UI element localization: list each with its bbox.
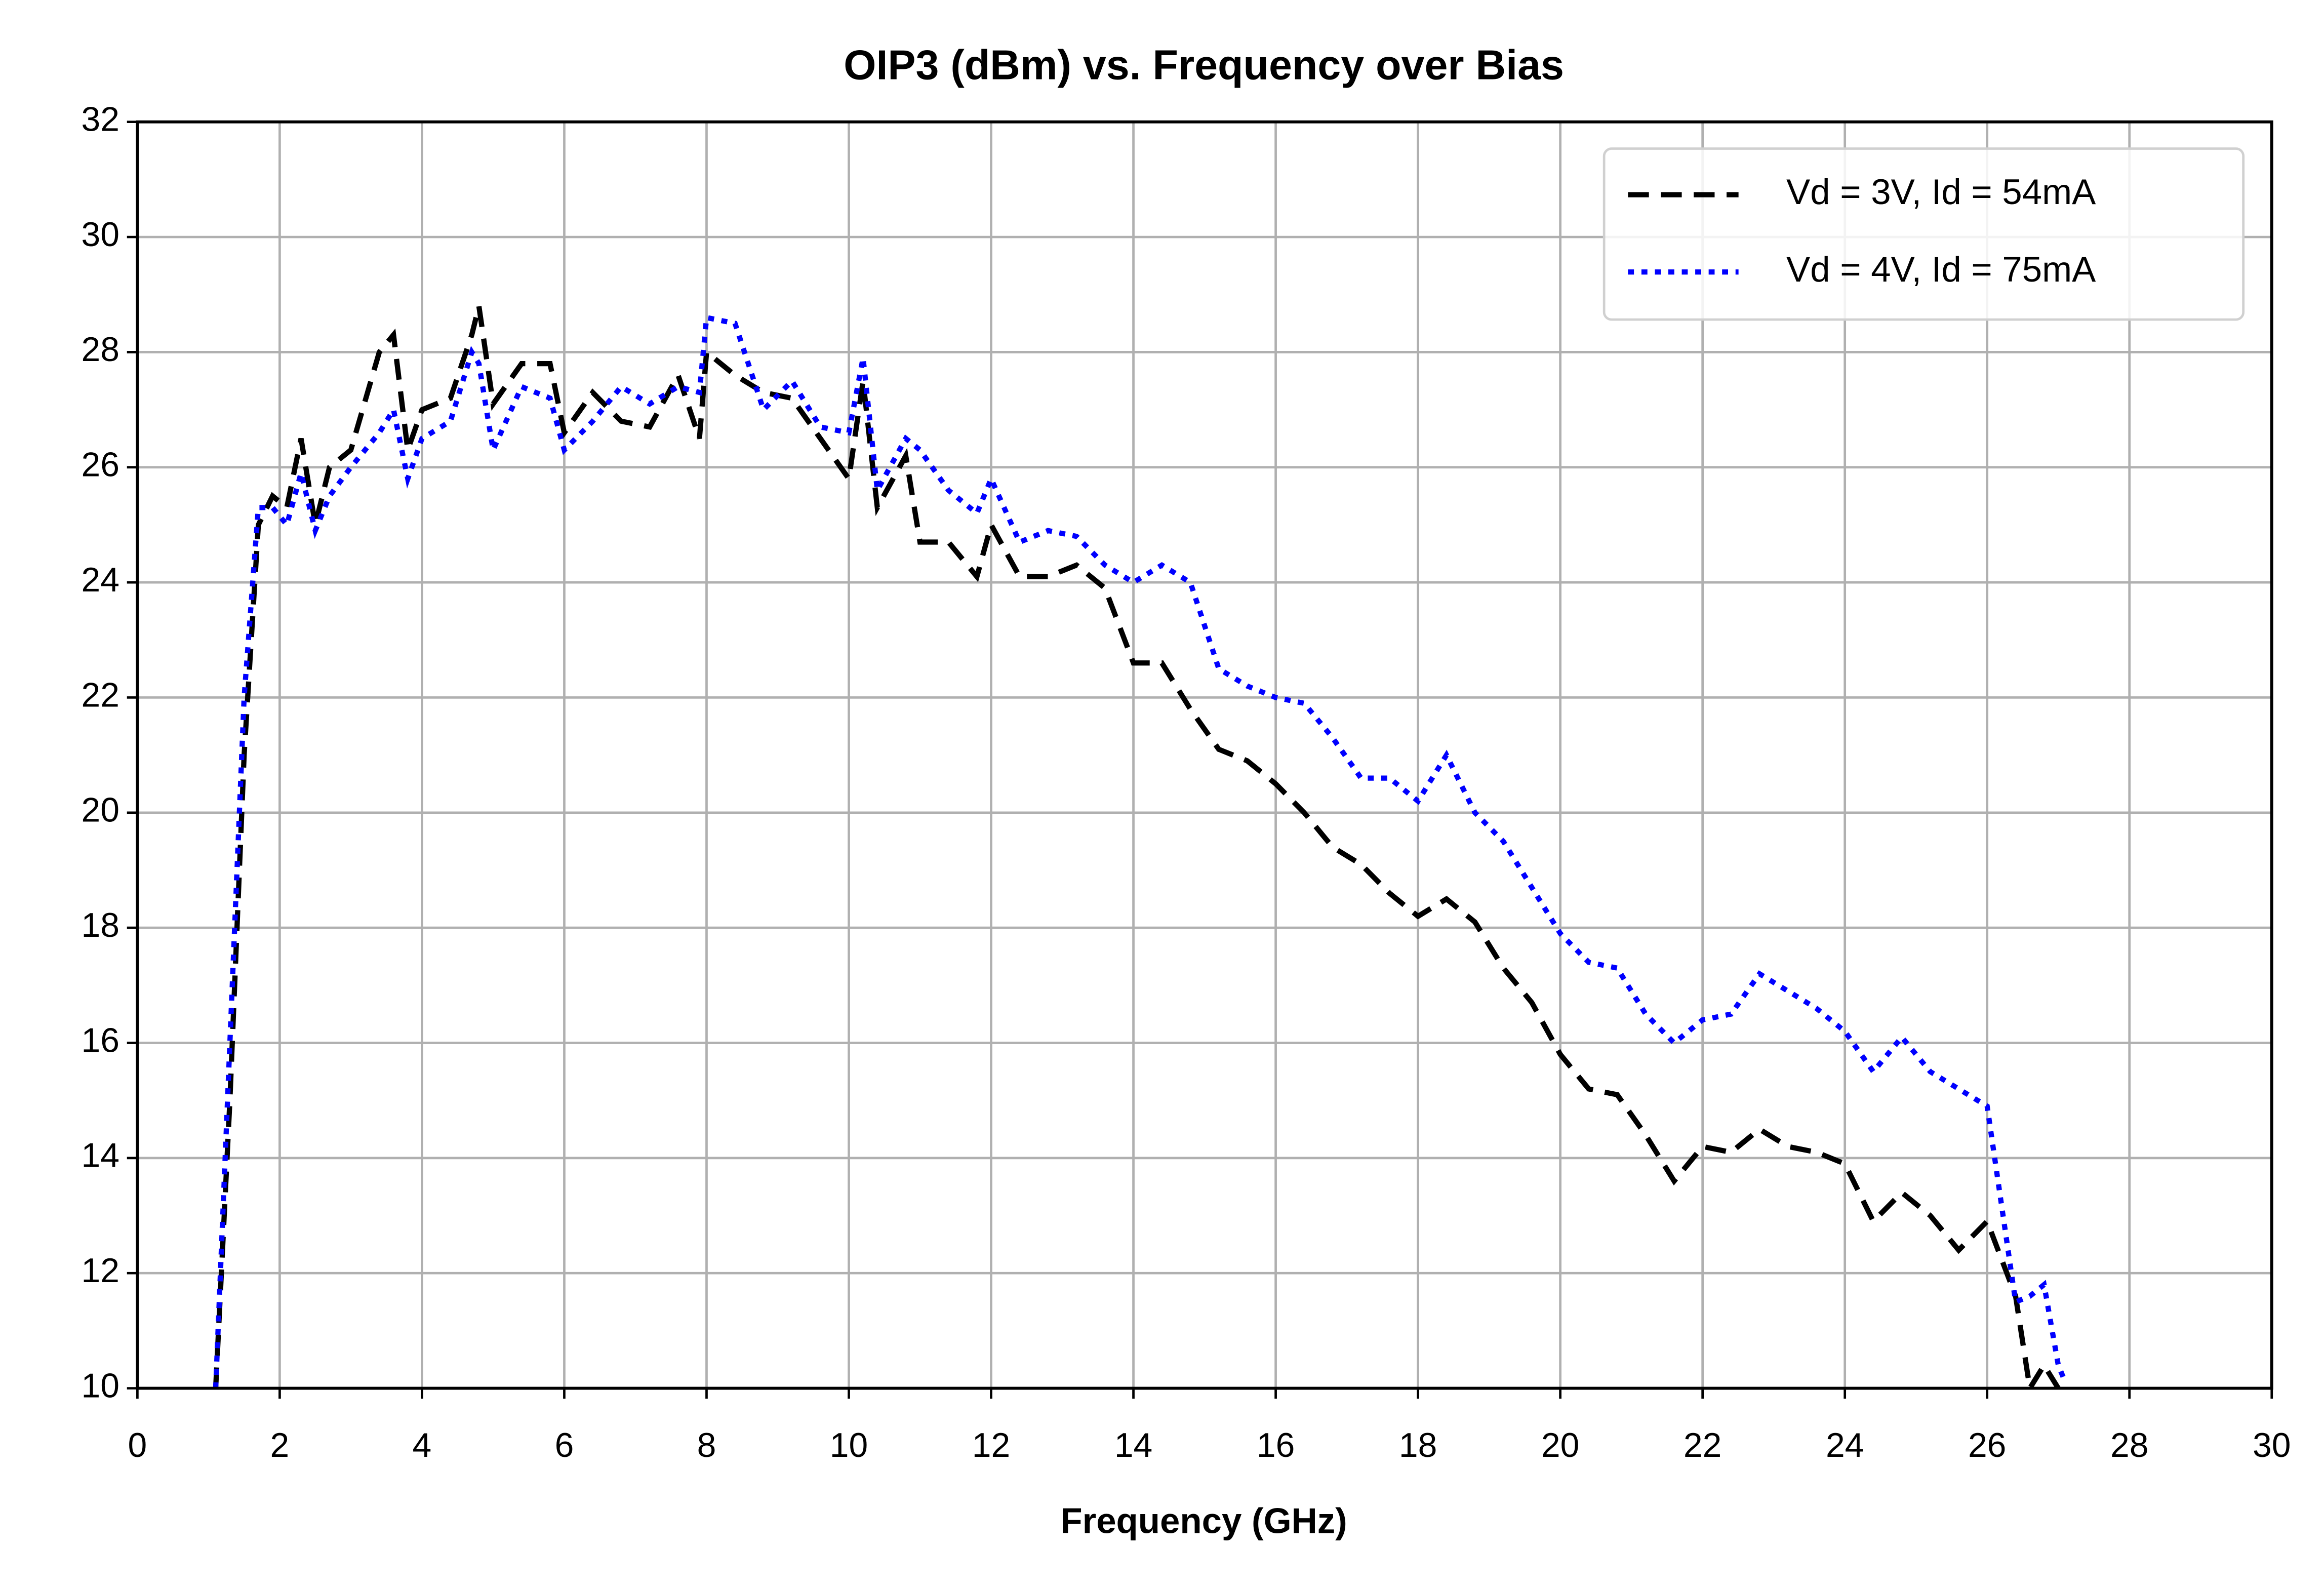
x-tick-label: 24	[1826, 1426, 1864, 1464]
x-tick-label: 20	[1541, 1426, 1579, 1464]
x-tick-label: 2	[270, 1426, 290, 1464]
x-tick-label: 30	[2253, 1426, 2291, 1464]
y-tick-label: 30	[82, 216, 119, 254]
chart-title: OIP3 (dBm) vs. Frequency over Bias	[844, 42, 1564, 89]
x-tick-label: 4	[413, 1426, 432, 1464]
x-tick-label: 26	[1968, 1426, 2006, 1464]
plot-frame	[136, 120, 2273, 1390]
x-tick-label: 8	[697, 1426, 716, 1464]
y-tick-label: 14	[82, 1137, 119, 1175]
x-tick-label: 10	[830, 1426, 868, 1464]
data-line	[213, 314, 2068, 1388]
y-tick-label: 12	[82, 1252, 119, 1290]
x-tick-label: 12	[972, 1426, 1010, 1464]
legend-box	[1602, 147, 2245, 321]
x-tick-label: 18	[1399, 1426, 1437, 1464]
y-tick-label: 10	[82, 1367, 119, 1405]
y-tick-label: 20	[82, 791, 119, 829]
legend: Vd = 3V, Id = 54mA Vd = 4V, Id = 75mA	[1602, 147, 2245, 321]
legend-label: Vd = 3V, Id = 54mA	[1786, 172, 2096, 212]
y-tick-label: 32	[82, 101, 119, 139]
x-tick-label: 0	[128, 1426, 147, 1464]
y-tick-label: 26	[82, 446, 119, 484]
y-tick-label: 18	[82, 906, 119, 944]
x-tick-label: 6	[555, 1426, 574, 1464]
y-tick-label: 28	[82, 331, 119, 369]
y-tick-label: 16	[82, 1021, 119, 1059]
x-tick-label: 14	[1114, 1426, 1152, 1464]
y-tick-label: 22	[82, 676, 119, 714]
x-axis-label: Frequency (GHz)	[1060, 1500, 1347, 1540]
x-tick-label: 22	[1684, 1426, 1721, 1464]
x-tick-label: 28	[2110, 1426, 2148, 1464]
legend-label: Vd = 4V, Id = 75mA	[1786, 249, 2096, 289]
y-tick-label: 24	[82, 561, 119, 599]
x-tick-label: 16	[1257, 1426, 1295, 1464]
